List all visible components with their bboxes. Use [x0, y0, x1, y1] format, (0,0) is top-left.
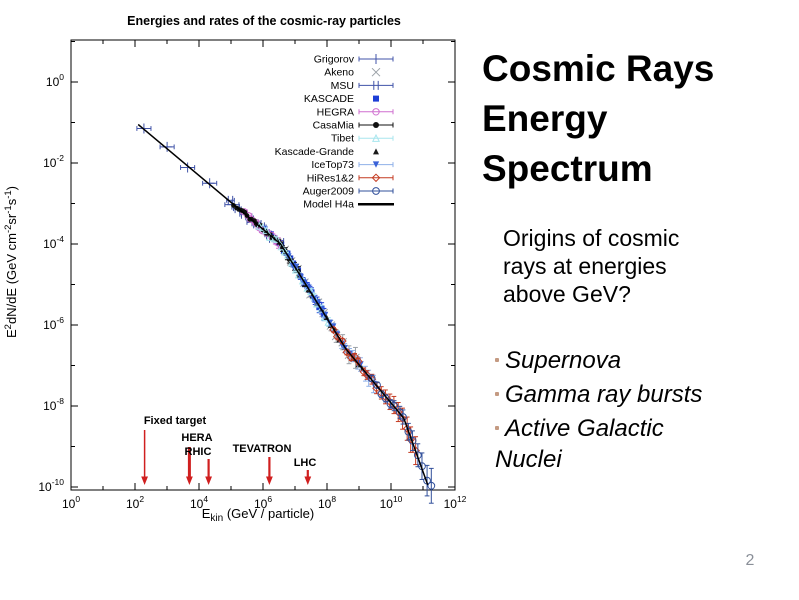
svg-text:HERA: HERA	[181, 432, 212, 444]
svg-text:TEVATRON: TEVATRON	[233, 443, 292, 455]
question-line1: Origins of cosmic	[503, 225, 680, 251]
bullet-item-gamma-ray-bursts: Gamma ray bursts	[495, 379, 723, 410]
question-text: Origins of cosmic rays at energies above…	[503, 224, 743, 308]
svg-text:LHC: LHC	[294, 457, 317, 469]
bullet-label: Supernova	[505, 347, 622, 374]
svg-text:1010: 1010	[380, 494, 403, 511]
svg-text:KASCADE: KASCADE	[304, 93, 354, 105]
cosmic-ray-spectrum-chart: 100 102 104 106 108 1010 101210010-210-410-610…	[3, 14, 467, 524]
bullet-item-supernova: Supernova	[495, 345, 723, 376]
svg-text:10-4: 10-4	[43, 234, 64, 251]
svg-text:HiRes1&2: HiRes1&2	[307, 172, 354, 184]
svg-text:108: 108	[318, 494, 336, 511]
svg-text:Model H4a: Model H4a	[303, 199, 354, 211]
bullet-dot-icon	[495, 391, 499, 396]
svg-text:Auger2009: Auger2009	[303, 186, 355, 198]
svg-text:Fixed target: Fixed target	[144, 415, 207, 427]
y-axis-label: E2dN/dE (GeV cm-2sr-1s-1)	[3, 186, 19, 338]
bullet-item-active-galactic-nuclei: Active Galactic Nuclei	[495, 413, 723, 475]
series-auger2009	[367, 374, 436, 504]
svg-text:100: 100	[46, 72, 64, 89]
slide-title-line2: Energy	[482, 98, 608, 139]
svg-text:100: 100	[62, 494, 80, 511]
model-curve	[137, 123, 429, 486]
question-line3: above GeV?	[503, 281, 631, 307]
bullet-dot-icon	[495, 357, 499, 362]
bullet-label: Active Galactic Nuclei	[495, 415, 664, 473]
bullet-dot-icon	[495, 425, 499, 430]
origin-bullet-list: Supernova Gamma ray bursts Active Galact…	[495, 345, 723, 475]
chart-axes: 100 102 104 106 108 1010 101210010-210-410-610…	[38, 39, 467, 511]
svg-text:10-2: 10-2	[43, 153, 64, 170]
chart-title: Energies and rates of the cosmic-ray par…	[127, 14, 401, 28]
x-axis-label: Ekin (GeV / particle)	[202, 506, 315, 524]
slide-title: Cosmic Rays Energy Spectrum	[482, 44, 794, 194]
page-number: 2	[745, 552, 755, 569]
svg-text:CasaMia: CasaMia	[313, 120, 355, 132]
svg-text:Tibet: Tibet	[331, 133, 354, 145]
svg-text:Grigorov: Grigorov	[314, 54, 355, 66]
slide-title-line3: Spectrum	[482, 148, 653, 189]
slide-title-line1: Cosmic Rays	[482, 48, 715, 89]
question-line2: rays at energies	[503, 253, 667, 279]
svg-text:10-6: 10-6	[43, 315, 64, 332]
spectrum-chart-panel: 100 102 104 106 108 1010 1012 100 10-2 10-4 10-6 10…	[3, 14, 467, 524]
slide-text-panel: Cosmic Rays Energy Spectrum Origins of c…	[482, 44, 794, 478]
svg-text:MSU: MSU	[331, 80, 354, 92]
svg-text:10-10: 10-10	[38, 477, 64, 494]
bullet-label: Gamma ray bursts	[505, 381, 703, 408]
svg-text:HEGRA: HEGRA	[317, 106, 354, 118]
svg-text:Kascade-Grande: Kascade-Grande	[275, 146, 355, 158]
svg-text:10-8: 10-8	[43, 396, 64, 413]
svg-text:Akeno: Akeno	[324, 67, 354, 79]
svg-text:IceTop73: IceTop73	[311, 159, 354, 171]
svg-text:RHIC: RHIC	[185, 446, 212, 458]
svg-text:102: 102	[126, 494, 144, 511]
svg-text:1012: 1012	[444, 494, 467, 511]
